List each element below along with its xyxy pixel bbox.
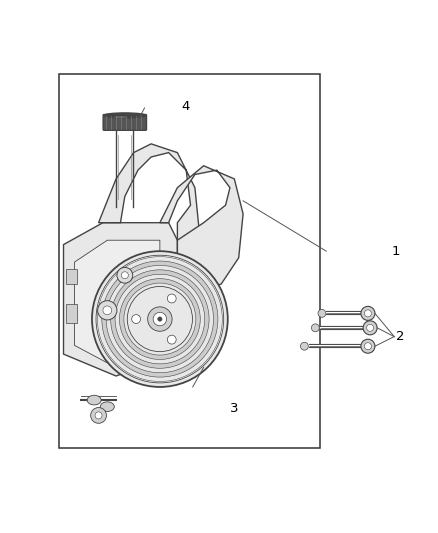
- Circle shape: [111, 270, 209, 368]
- Circle shape: [95, 412, 102, 419]
- Circle shape: [153, 312, 166, 326]
- Circle shape: [318, 310, 326, 317]
- Bar: [66, 304, 77, 324]
- Circle shape: [103, 306, 112, 314]
- Circle shape: [98, 301, 117, 320]
- Circle shape: [124, 283, 196, 355]
- Circle shape: [117, 268, 133, 283]
- Bar: [66, 269, 77, 284]
- Ellipse shape: [104, 120, 145, 126]
- Circle shape: [120, 279, 200, 359]
- Circle shape: [167, 294, 176, 303]
- Circle shape: [361, 339, 375, 353]
- Circle shape: [91, 408, 106, 423]
- Ellipse shape: [104, 113, 145, 118]
- Circle shape: [361, 306, 375, 320]
- Text: 1: 1: [392, 245, 400, 257]
- Circle shape: [167, 335, 176, 344]
- Circle shape: [367, 324, 374, 332]
- Circle shape: [97, 256, 223, 382]
- Polygon shape: [64, 223, 177, 376]
- Circle shape: [364, 343, 371, 350]
- Circle shape: [364, 310, 371, 317]
- Circle shape: [132, 314, 141, 324]
- Text: 4: 4: [182, 100, 190, 113]
- Circle shape: [115, 274, 205, 364]
- Circle shape: [96, 255, 224, 383]
- Circle shape: [127, 286, 192, 352]
- Circle shape: [311, 324, 319, 332]
- Polygon shape: [74, 240, 160, 363]
- Ellipse shape: [87, 395, 101, 405]
- Circle shape: [300, 342, 308, 350]
- FancyBboxPatch shape: [103, 115, 146, 130]
- Circle shape: [92, 251, 228, 387]
- Circle shape: [106, 265, 213, 373]
- Text: 2: 2: [396, 330, 405, 343]
- Circle shape: [158, 317, 162, 321]
- Bar: [59, 74, 320, 448]
- Text: 3: 3: [230, 402, 238, 415]
- Ellipse shape: [100, 402, 114, 411]
- Circle shape: [121, 272, 128, 279]
- Polygon shape: [160, 166, 243, 293]
- Circle shape: [363, 321, 377, 335]
- Ellipse shape: [114, 116, 127, 118]
- Circle shape: [148, 307, 172, 332]
- Circle shape: [102, 261, 218, 377]
- Polygon shape: [99, 144, 199, 240]
